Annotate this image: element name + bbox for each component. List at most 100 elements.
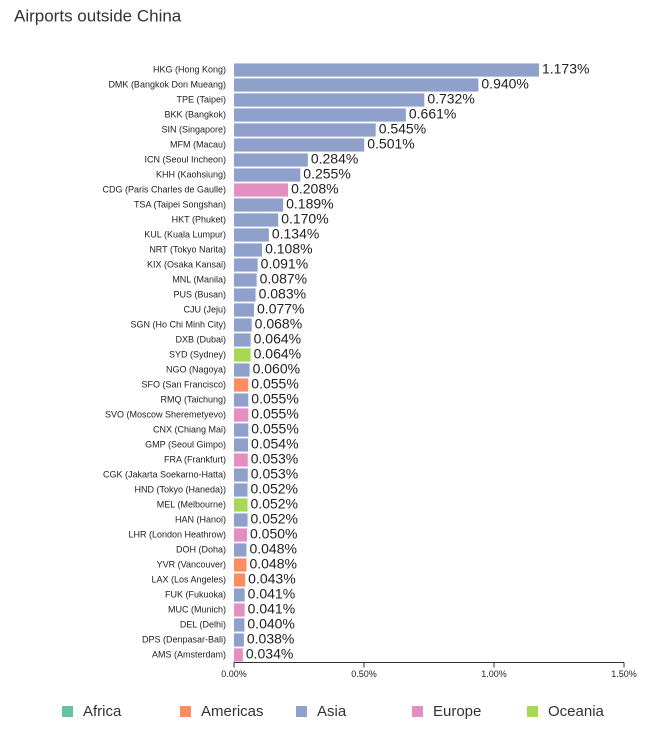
data-label: 0.940% [481,76,528,92]
bar [234,558,247,572]
data-label: 0.055% [251,421,298,437]
bar [234,183,289,197]
data-label: 1.173% [542,61,589,77]
y-tick-label: MFM (Macau) [170,139,226,149]
data-label: 0.053% [251,451,298,467]
y-tick-label: DEL (Delhi) [180,619,226,629]
y-tick-label: GMP (Seoul Gimpo) [145,439,226,449]
legend-swatch [412,706,423,717]
bar [234,378,249,392]
data-label: 0.060% [253,361,300,377]
data-label: 0.055% [251,376,298,392]
y-tick-label: FUK (Fukuoka) [165,589,226,599]
data-label: 0.087% [260,271,307,287]
legend-label: Asia [317,703,347,720]
bar [234,573,246,587]
y-tick-label: HND (Tokyo (Haneda)) [134,484,226,494]
data-label: 0.661% [409,106,456,122]
bar [234,588,245,602]
data-label: 0.170% [281,211,328,227]
bar [234,153,308,167]
y-tick-label: LAX (Los Angeles) [151,574,226,584]
y-tick-label: YVR (Vancouver) [157,559,226,569]
data-label: 0.055% [251,406,298,422]
y-tick-label: RMQ (Taichung) [160,394,226,404]
bar [234,108,406,122]
bar [234,393,249,407]
data-label: 0.501% [367,136,414,152]
y-tick-label: KHH (Kaohsiung) [156,169,226,179]
y-tick-label: PUS (Busan) [173,289,226,299]
bar [234,513,248,527]
data-label: 0.054% [251,436,298,452]
data-label: 0.255% [303,166,350,182]
y-tick-label: HAN (Hanoi) [175,514,226,524]
data-label: 0.055% [251,391,298,407]
data-label: 0.041% [248,586,295,602]
bar [234,288,256,302]
y-tick-label: TPE (Taipei) [176,94,226,104]
y-tick-label: SIN (Singapore) [161,124,226,134]
y-tick-label: HKT (Phuket) [172,214,226,224]
data-label: 0.043% [248,571,295,587]
bar [234,648,243,662]
y-tick-label: AMS (Amsterdam) [152,649,226,659]
bar [234,123,376,137]
data-label: 0.083% [259,286,306,302]
data-label: 0.208% [291,181,338,197]
bar [234,408,249,422]
y-tick-label: KUL (Kuala Lumpur) [144,229,226,239]
bar [234,273,257,287]
data-label: 0.052% [251,481,298,497]
bar [234,303,255,317]
y-tick-label: ICN (Seoul Incheon) [144,154,226,164]
y-tick-label: NGO (Nagoya) [166,364,226,374]
data-label: 0.050% [250,526,297,542]
y-tick-label: MEL (Melbourne) [157,499,226,509]
data-label: 0.108% [265,241,312,257]
data-label: 0.048% [249,541,296,557]
data-label: 0.034% [246,646,293,662]
legend-swatch [180,706,191,717]
y-tick-label: KIX (Osaka Kansai) [147,259,226,269]
bar [234,93,425,107]
bar [234,168,301,182]
y-tick-label: LHR (London Heathrow) [128,529,226,539]
y-tick-label: CGK (Jakarta Soekarno-Hatta) [103,469,226,479]
y-tick-label: CNX (Chiang Mai) [153,424,226,434]
bar [234,138,365,152]
bar [234,228,269,242]
y-tick-label: SGN (Ho Chi Minh City) [130,319,226,329]
data-label: 0.052% [251,496,298,512]
bar [234,243,263,257]
y-tick-label: DPS (Denpasar-Bali) [142,634,226,644]
legend-label: Oceania [548,703,605,720]
y-tick-label: BKK (Bangkok) [164,109,226,119]
y-tick-label: MNL (Manila) [172,274,226,284]
bar [234,528,247,542]
bar [234,498,248,512]
y-tick-label: DXB (Dubai) [175,334,226,344]
bar [234,213,279,227]
legend-label: Americas [201,703,264,720]
data-label: 0.041% [248,601,295,617]
data-label: 0.134% [272,226,319,242]
bar [234,63,539,77]
x-tick-label: 1.00% [481,669,507,679]
data-label: 0.040% [247,616,294,632]
y-tick-label: CJU (Jeju) [183,304,226,314]
bar [234,198,284,212]
x-tick-label: 0.00% [221,669,247,679]
legend-label: Africa [83,703,122,720]
y-tick-label: HKG (Hong Kong) [153,64,226,74]
legend-swatch [62,706,73,717]
bar [234,453,248,467]
bar [234,618,245,632]
bar [234,348,251,362]
legend-label: Europe [433,703,481,720]
y-tick-label: SYD (Sydney) [169,349,226,359]
legend-swatch [296,706,307,717]
bar [234,423,249,437]
bar [234,363,250,377]
